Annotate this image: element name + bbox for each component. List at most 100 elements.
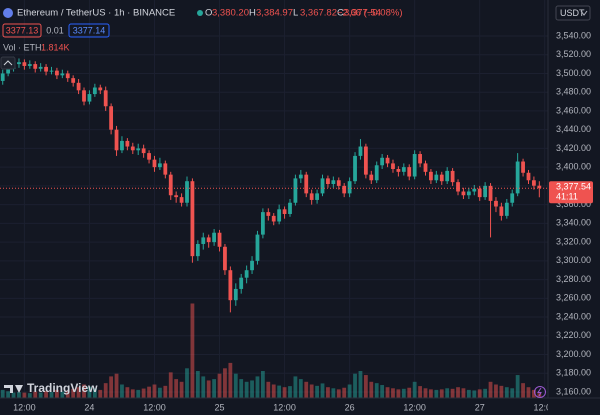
candle-body — [60, 73, 65, 76]
volume-bar — [326, 387, 330, 398]
candle-body — [65, 73, 70, 79]
volume-bar — [472, 390, 477, 398]
y-tick-label: 3,160.00 — [556, 386, 591, 396]
volume-bar — [141, 388, 146, 398]
candle-body — [472, 188, 477, 192]
y-tick-label: 3,440.00 — [556, 124, 591, 134]
x-tick-label: 24 — [84, 402, 94, 412]
lightning-icon — [537, 387, 542, 397]
candles — [0, 56, 542, 313]
candle-body — [423, 163, 428, 172]
volume-bar — [255, 376, 260, 398]
ohlc-value: 3,367.82 — [300, 8, 337, 19]
candle-body — [223, 246, 227, 271]
candle-body — [82, 90, 86, 102]
ohlc-key: H — [249, 8, 256, 19]
candle-body — [450, 170, 455, 183]
buy-box[interactable] — [68, 23, 110, 38]
x-tick-label: 12:00 — [143, 402, 166, 412]
candle-body — [347, 181, 352, 194]
candle-body — [0, 73, 5, 81]
volume-bar — [494, 384, 498, 398]
volume-bar — [331, 388, 336, 398]
volume-bar — [244, 381, 249, 398]
y-tick-label: 3,320.00 — [556, 236, 591, 246]
candle-body — [125, 140, 130, 147]
volume-bar — [130, 389, 135, 398]
volume-bar — [163, 385, 168, 398]
volume-bar — [298, 379, 303, 398]
y-tick-label: 3,400.00 — [556, 162, 591, 172]
x-tick-label: 25 — [215, 402, 225, 412]
volume-bar — [396, 389, 401, 398]
candle-body — [27, 64, 32, 66]
candle-body — [358, 146, 363, 156]
candle-body — [391, 163, 395, 170]
volume-bar — [44, 390, 48, 398]
collapse-icon — [3, 60, 13, 66]
volume-bar — [445, 388, 450, 398]
candle-body — [136, 148, 141, 151]
volume-bar — [391, 388, 395, 398]
candle-body — [369, 174, 374, 181]
volume-bar — [0, 389, 5, 398]
volume-bar — [385, 387, 390, 398]
y-tick-label: 3,520.00 — [556, 49, 591, 59]
candle-body — [363, 146, 368, 175]
candle-body — [49, 70, 54, 72]
volume-bar — [510, 388, 515, 398]
volume-bar — [466, 389, 471, 398]
volume-bar — [125, 387, 130, 398]
candle-body — [277, 209, 282, 222]
volume-bar — [282, 387, 287, 398]
candle-body — [418, 154, 422, 164]
volume-bar — [6, 391, 11, 398]
currency-select[interactable] — [555, 5, 591, 21]
volume-bar — [33, 391, 38, 398]
sell-box[interactable] — [2, 23, 42, 38]
candle-body — [120, 140, 124, 151]
collapse-button[interactable] — [0, 56, 16, 70]
candle-body — [33, 64, 38, 69]
volume-bar — [147, 386, 151, 398]
volume-bar — [461, 388, 466, 398]
volume-bar — [250, 380, 254, 398]
volume-bar — [17, 392, 21, 398]
volume-bar — [499, 385, 504, 398]
candle-body — [212, 232, 217, 243]
volume-bar — [260, 371, 265, 398]
y-tick-label: 3,300.00 — [556, 255, 591, 265]
candle-body — [331, 180, 336, 185]
candle-body — [461, 191, 466, 196]
volume-bar — [158, 387, 162, 398]
volume-bar — [369, 381, 374, 398]
candle-body — [315, 193, 319, 200]
volume-bar — [407, 387, 412, 398]
candle-body — [456, 182, 460, 192]
volume-bar — [174, 379, 179, 398]
x-tick-label: 12:00 — [403, 402, 426, 412]
volume-bar — [456, 387, 460, 398]
volume-bar — [120, 384, 124, 398]
x-tick-label: 12:00 — [533, 402, 556, 412]
candle-body — [103, 90, 108, 107]
volume-bar — [239, 379, 244, 398]
volume-bar — [526, 387, 531, 398]
y-tick-label: 3,500.00 — [556, 68, 591, 78]
candle-body — [477, 188, 482, 198]
candle-body — [130, 146, 135, 151]
lightning-button[interactable] — [534, 386, 546, 398]
candle-body — [320, 178, 325, 194]
candle-body — [298, 174, 303, 179]
candle-body — [190, 181, 195, 257]
candle-body — [288, 202, 292, 214]
y-tick-label: 3,180.00 — [556, 368, 591, 378]
volume-bar — [336, 389, 341, 398]
candle-body — [22, 62, 27, 66]
volume-bar — [412, 381, 417, 398]
last-price-label: 3,377.54 — [556, 182, 591, 192]
y-tick-label: 3,540.00 — [556, 30, 591, 40]
status-dot — [197, 10, 203, 16]
